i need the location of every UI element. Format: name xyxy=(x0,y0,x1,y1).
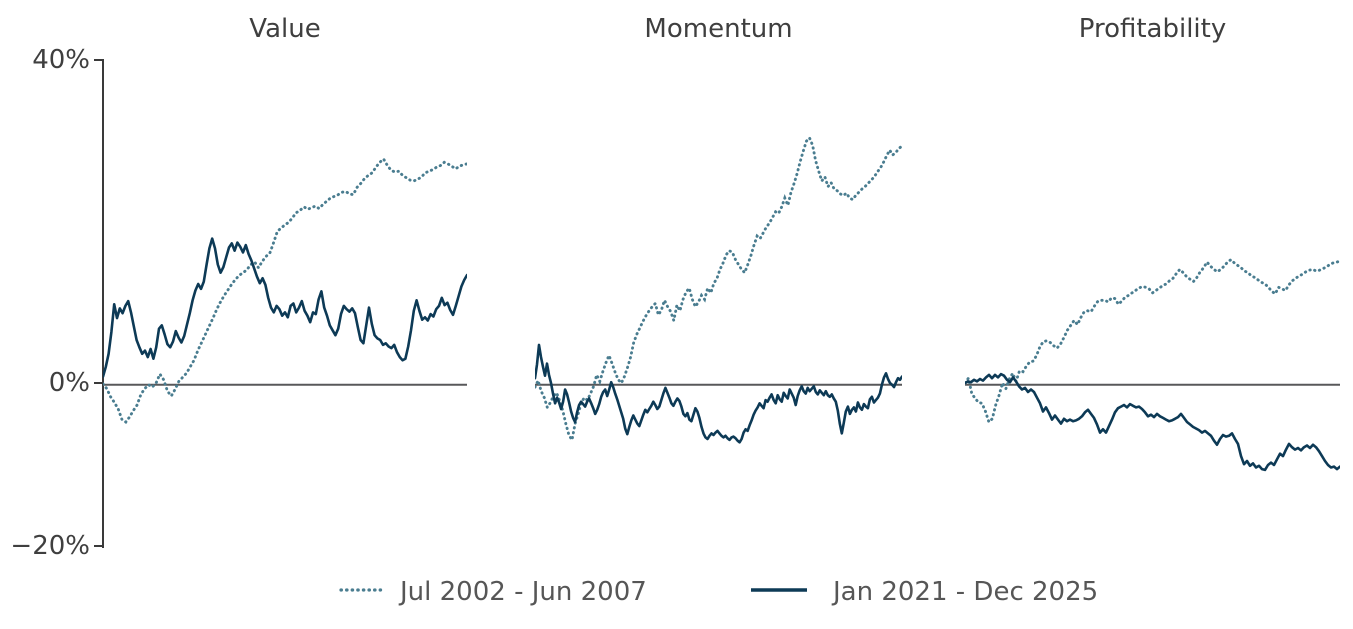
y-tick-mark-40 xyxy=(94,59,103,61)
value-chart xyxy=(103,156,467,424)
profitability-panel-title: Profitability xyxy=(1078,14,1227,44)
series-solid xyxy=(535,343,902,444)
momentum-chart xyxy=(535,135,902,444)
y-tick-label-40: 40% xyxy=(32,45,90,75)
legend-label-2021-2025: Jan 2021 - Dec 2025 xyxy=(833,577,1099,607)
legend-solid-swatch xyxy=(751,588,807,592)
series-solid xyxy=(965,372,1340,472)
y-axis-spine xyxy=(102,59,104,548)
y-tick-mark-neg20 xyxy=(94,545,103,547)
series-dotted xyxy=(103,156,467,424)
y-tick-label-neg20: −20% xyxy=(10,531,90,561)
y-tick-label-0: 0% xyxy=(48,368,90,398)
series-solid xyxy=(103,237,467,378)
series-dotted xyxy=(535,135,902,444)
momentum-panel-title: Momentum xyxy=(644,14,793,44)
profitability-chart xyxy=(965,257,1340,472)
y-tick-mark-0 xyxy=(94,382,103,384)
legend-dotted-swatch xyxy=(339,588,385,592)
series-dotted xyxy=(965,257,1340,425)
value-panel-title: Value xyxy=(249,14,321,44)
legend-label-2002-2007: Jul 2002 - Jun 2007 xyxy=(400,577,647,607)
